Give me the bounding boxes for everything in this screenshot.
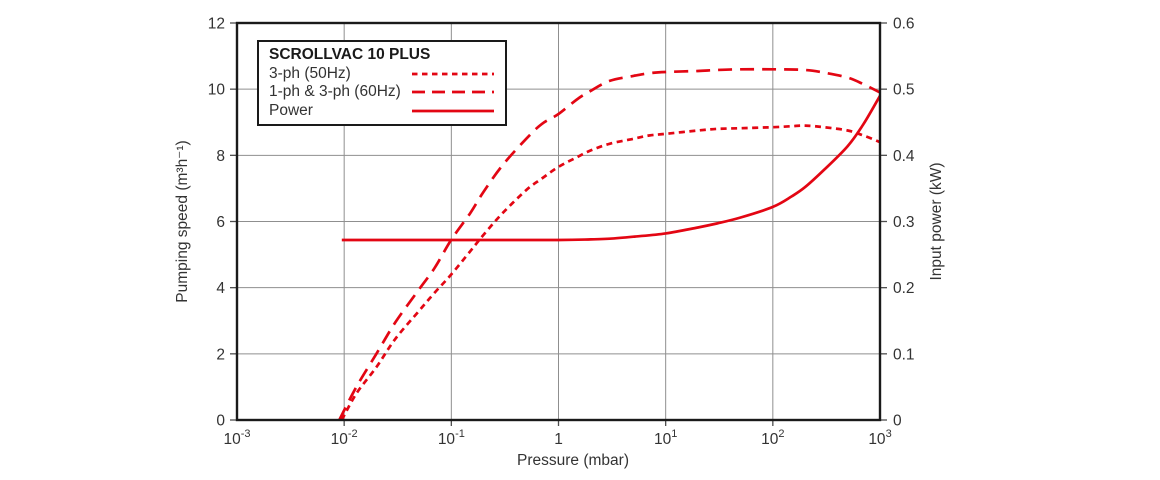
legend-row-3ph-50hz: 3-ph (50Hz) xyxy=(269,65,495,84)
y-right-tick-label: 0.1 xyxy=(893,346,915,363)
x-tick-label: 101 xyxy=(654,428,677,448)
y-right-tick-label: 0.6 xyxy=(893,16,915,33)
x-tick-label: 10-3 xyxy=(223,428,250,448)
y-left-tick-label: 12 xyxy=(208,16,225,33)
legend-line-sample-solid xyxy=(412,109,494,113)
y-left-tick-label: 6 xyxy=(216,214,225,231)
y-left-tick-label: 4 xyxy=(216,280,225,297)
x-tick-label: 10-2 xyxy=(331,428,358,448)
legend-label-3ph-50hz: 3-ph (50Hz) xyxy=(269,64,351,82)
chart-generated-layer: 10-3 10-2 10-1 1 101 102 10302468101200.10.20.… xyxy=(208,16,915,449)
x-tick-label: 102 xyxy=(761,428,784,448)
x-tick-label: 1 xyxy=(554,431,563,448)
x-tick-label: 103 xyxy=(868,428,891,448)
y-axis-right-title: Input power (kW) xyxy=(928,162,945,280)
legend-line-sample-dash-long xyxy=(412,91,494,94)
curve-3ph-50hz xyxy=(340,124,881,421)
legend-label-1ph-3ph-60hz: 1-ph & 3-ph (60Hz) xyxy=(269,83,401,101)
legend-row-1ph-3ph-60hz: 1-ph & 3-ph (60Hz) xyxy=(269,83,495,102)
curve-1ph-3ph-60hz xyxy=(338,67,881,421)
legend-row-power: Power xyxy=(269,102,495,121)
y-left-tick-label: 0 xyxy=(216,413,225,430)
legend-title: SCROLLVAC 10 PLUS xyxy=(269,46,431,63)
y-right-tick-label: 0.5 xyxy=(893,82,915,99)
y-left-tick-label: 2 xyxy=(216,346,225,363)
legend-line-sample-dash-short xyxy=(412,72,494,76)
legend-label-power: Power xyxy=(269,101,313,119)
y-right-tick-label: 0.3 xyxy=(893,214,915,231)
x-axis-title: Pressure (mbar) xyxy=(517,452,629,469)
legend: SCROLLVAC 10 PLUS 3-ph (50Hz) 1-ph & 3-p… xyxy=(257,40,507,126)
curve-power xyxy=(341,95,882,242)
plot-frame xyxy=(235,21,882,422)
x-tick-label: 10-1 xyxy=(438,428,465,448)
y-right-tick-label: 0.4 xyxy=(893,148,915,165)
y-axis-left-title: Pumping speed (m³h⁻¹) xyxy=(174,140,191,302)
y-left-tick-label: 10 xyxy=(208,82,226,99)
y-left-tick-label: 8 xyxy=(216,148,225,165)
y-right-tick-label: 0 xyxy=(893,413,902,430)
y-right-tick-label: 0.2 xyxy=(893,280,915,297)
